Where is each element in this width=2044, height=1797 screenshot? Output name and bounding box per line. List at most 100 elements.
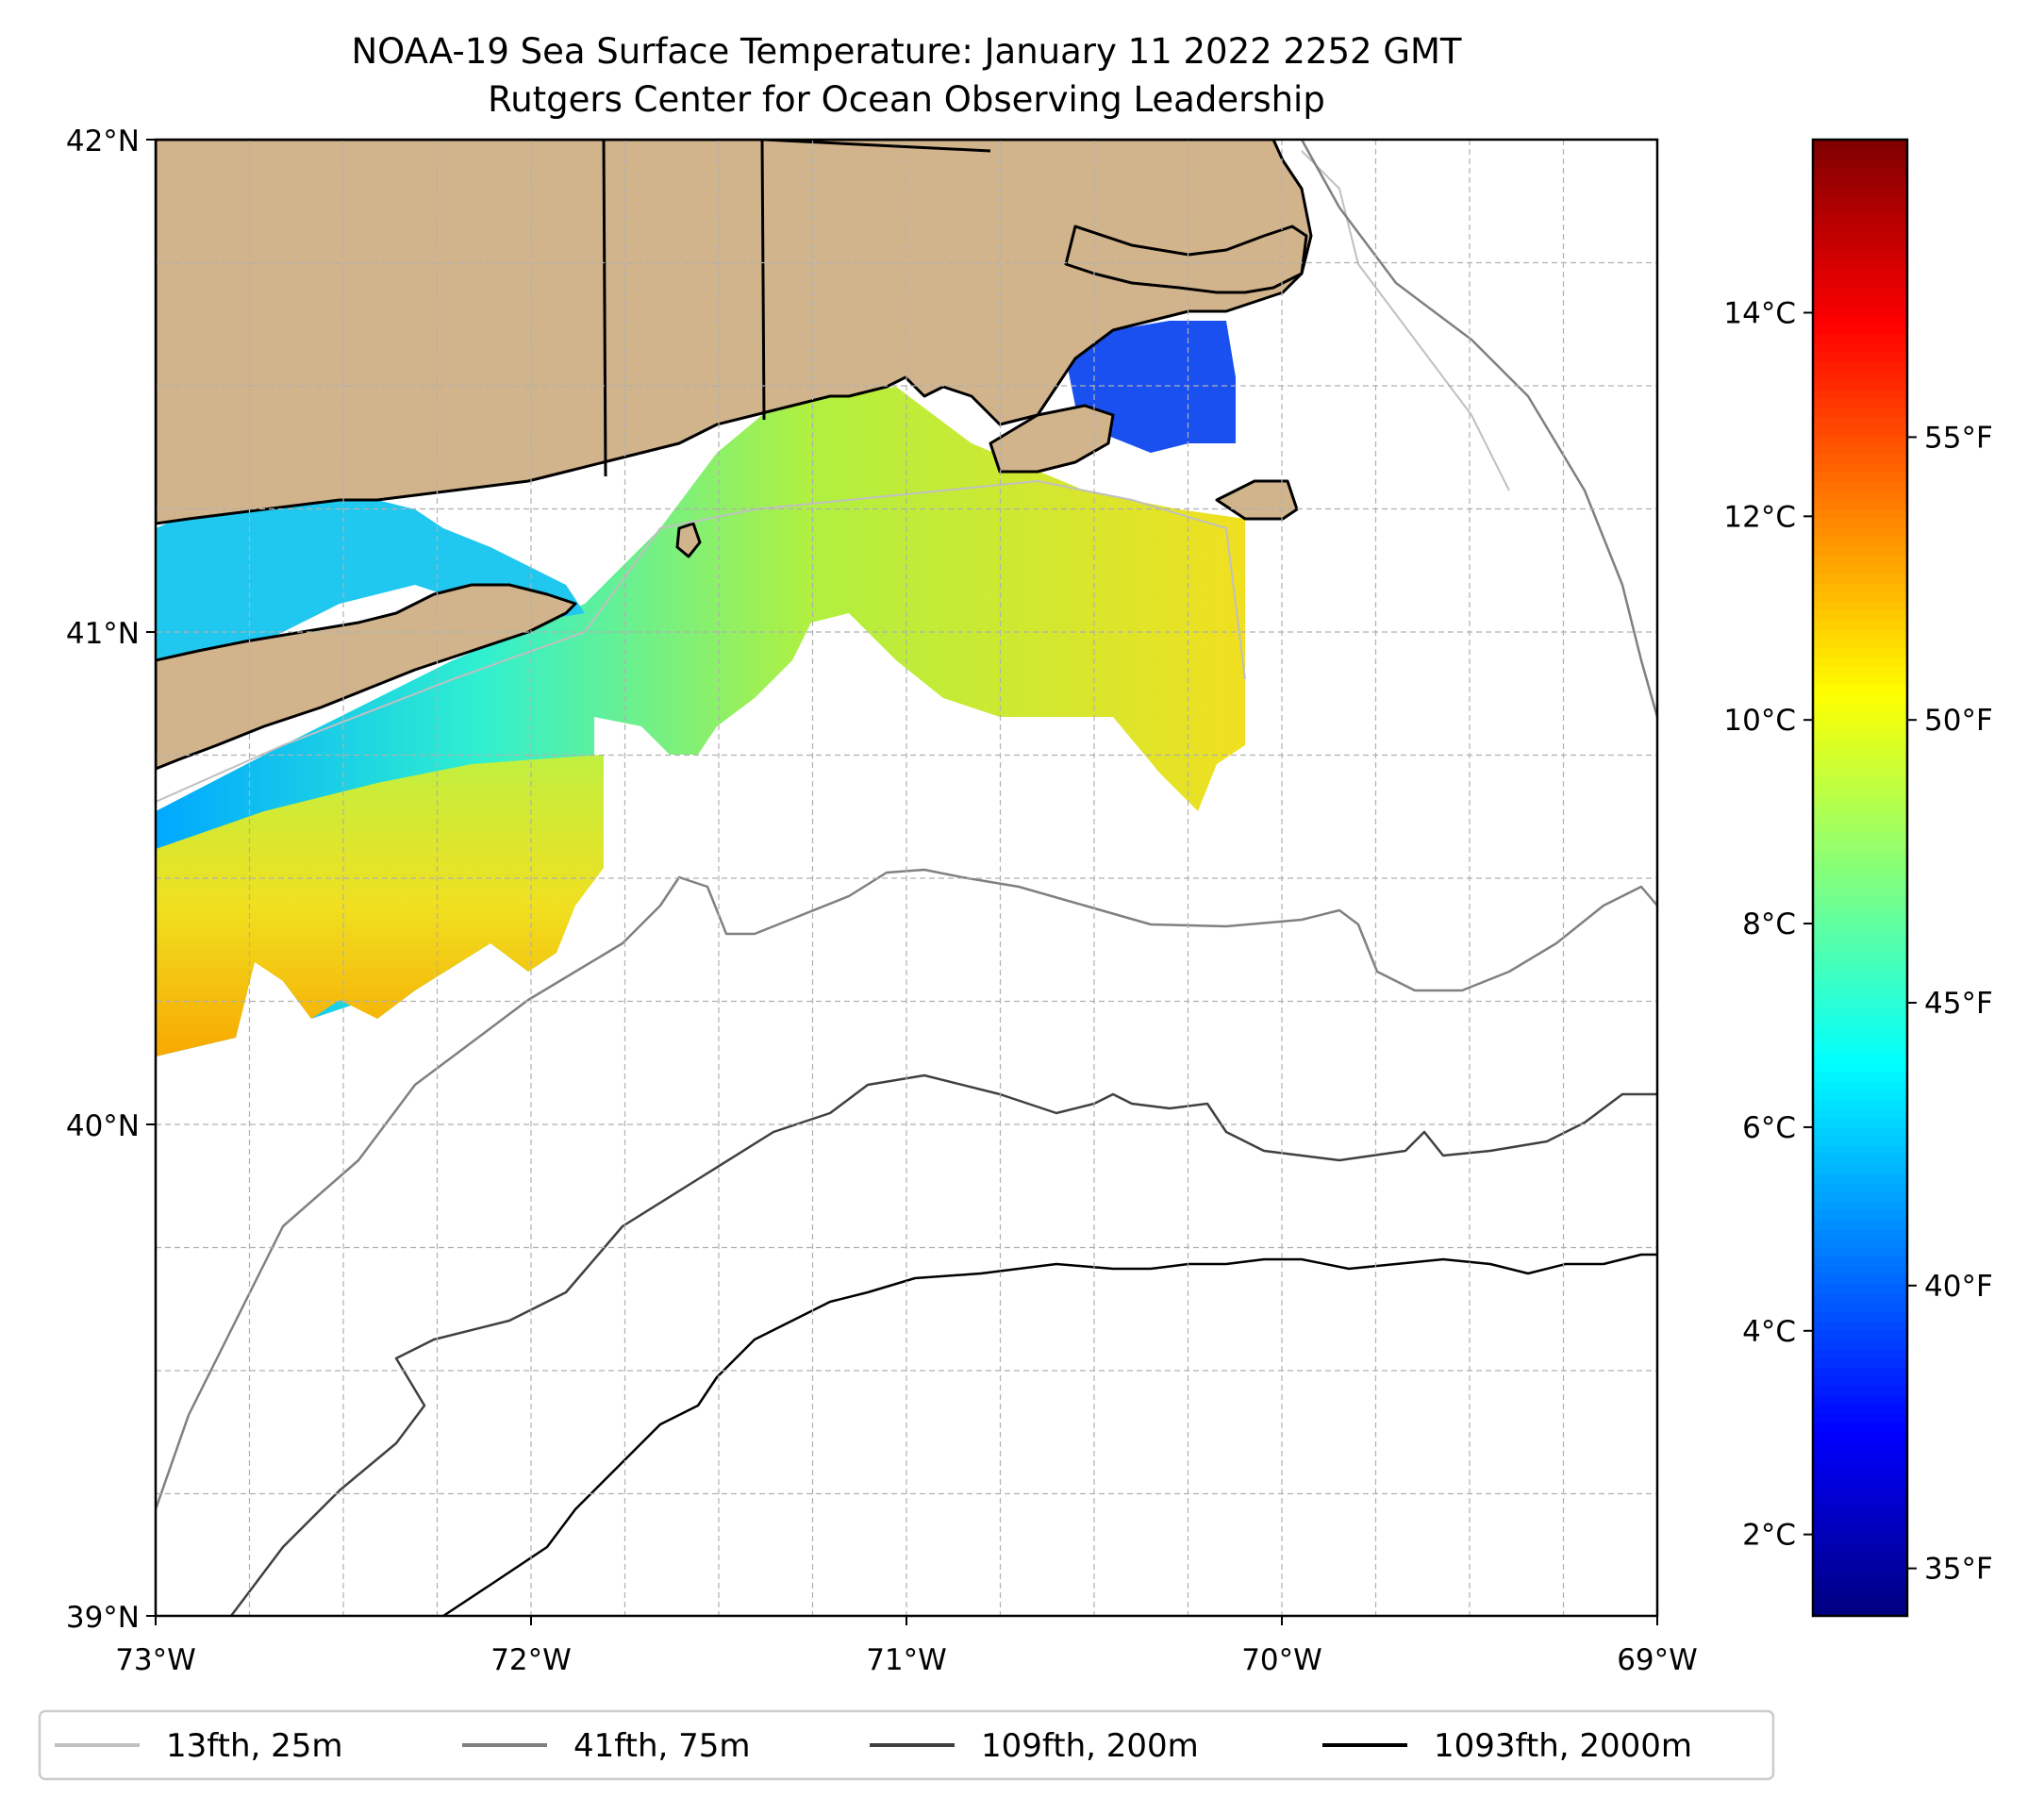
colorbar-segment (1813, 176, 1907, 187)
colorbar-segment (1813, 1256, 1907, 1267)
colorbar-segment (1813, 194, 1907, 206)
colorbar-segment (1813, 951, 1907, 962)
colorbar-segment (1813, 840, 1907, 851)
y-axis (146, 139, 156, 1617)
colorbar-segment (1813, 1126, 1907, 1138)
colorbar-segment (1813, 360, 1907, 372)
colorbar-segment (1813, 462, 1907, 473)
colorbar-segment (1813, 268, 1907, 279)
colorbar-segment (1813, 896, 1907, 907)
legend-label-25m: 13fth, 25m (166, 1727, 343, 1765)
colorbar-segment (1813, 923, 1907, 934)
colorbar-segment (1813, 1034, 1907, 1045)
colorbar-segment (1813, 638, 1907, 648)
colorbar-segment (1813, 1597, 1907, 1608)
colorbar-segment (1813, 1514, 1907, 1524)
land-long-island (156, 583, 577, 771)
land-cape-cod (1064, 225, 1308, 294)
colorbar-segment (1813, 1422, 1907, 1433)
colorbar-segment (1813, 1302, 1907, 1313)
colorbar-segment (1813, 158, 1907, 169)
colorbar-segment (1813, 342, 1907, 353)
colorbar-segment (1813, 1348, 1907, 1358)
x-tick-label: 73°W (115, 1643, 196, 1677)
colorbar-segment (1813, 1339, 1907, 1350)
colorbar-segment (1813, 508, 1907, 519)
colorbar-segment (1813, 1090, 1907, 1101)
x-axis (155, 1616, 1658, 1625)
map-area (156, 140, 1657, 1616)
colorbar-segment (1813, 480, 1907, 491)
y-tick-label: 40°N (66, 1109, 140, 1143)
colorbar-segment (1813, 1458, 1907, 1470)
colorbar-segment (1813, 970, 1907, 980)
colorbar-segment (1813, 609, 1907, 621)
colorbar-segment (1813, 914, 1907, 925)
colorbar-segment (1813, 1062, 1907, 1073)
colorbar-segment (1813, 231, 1907, 242)
colorbar-segment (1813, 1551, 1907, 1562)
colorbar-segment (1813, 646, 1907, 657)
colorbar-segment (1813, 711, 1907, 723)
colorbar-segment (1813, 1200, 1907, 1211)
colorbar-segment (1813, 831, 1907, 842)
colorbar-segment (1813, 1007, 1907, 1018)
colorbar-segment (1813, 1016, 1907, 1026)
colorbar-segment (1813, 370, 1907, 381)
contour-75m (156, 140, 1657, 1510)
colorbar-segment (1813, 858, 1907, 870)
colorbar-segment (1813, 1385, 1907, 1396)
colorbar-segment (1813, 850, 1907, 860)
state-borders (602, 140, 991, 477)
colorbar-celsius-label: 6°C (1742, 1111, 1796, 1145)
colorbar-segment (1813, 1182, 1907, 1192)
y-tick-label: 41°N (66, 617, 140, 651)
colorbar-segment (1813, 721, 1907, 731)
colorbar-fahrenheit-label: 50°F (1924, 704, 1993, 738)
colorbar-segment (1813, 333, 1907, 343)
colorbar-segment (1813, 287, 1907, 298)
colorbar-segment (1813, 1108, 1907, 1119)
colorbar-segment (1813, 1043, 1907, 1055)
land-marthas-vineyard (989, 404, 1115, 474)
colorbar-segment (1813, 351, 1907, 362)
colorbar-segment (1813, 665, 1907, 676)
colorbar-segment (1813, 148, 1907, 159)
colorbar-segment (1813, 1366, 1907, 1377)
colorbar-segment (1813, 490, 1907, 501)
colorbar-segment (1813, 1578, 1907, 1589)
colorbar-segment (1813, 1375, 1907, 1387)
colorbar-celsius-label: 12°C (1723, 500, 1796, 534)
title-line-2: Rutgers Center for Ocean Observing Leade… (488, 79, 1325, 120)
colorbar-segment (1813, 997, 1907, 1008)
colorbar-segment (1813, 988, 1907, 999)
colorbar-celsius-label: 8°C (1742, 907, 1796, 941)
colorbar-segment (1813, 1191, 1907, 1202)
colorbar-segment (1813, 868, 1907, 879)
colorbar-segment (1813, 1053, 1907, 1063)
sst-southwest-warm (156, 755, 604, 1057)
colorbar-segment (1813, 425, 1907, 436)
colorbar-segment (1813, 619, 1907, 630)
colorbar-segment (1813, 314, 1907, 325)
colorbar-segment (1813, 785, 1907, 796)
land-new-england (156, 140, 1313, 525)
y-tick-label: 39°N (66, 1601, 140, 1635)
colorbar-segment (1813, 407, 1907, 418)
colorbar-segment (1813, 1246, 1907, 1257)
x-tick-labels: 73°W 72°W 71°W 70°W 69°W (115, 1643, 1698, 1677)
contour-25m (156, 150, 1510, 803)
land-block-island (675, 522, 702, 558)
colorbar-segment (1813, 775, 1907, 787)
colorbar-segment (1813, 241, 1907, 252)
colorbar-segment (1813, 684, 1907, 694)
colorbar-segment (1813, 1588, 1907, 1599)
colorbar-segment (1813, 555, 1907, 565)
colorbar-segment (1813, 1025, 1907, 1036)
colorbar-segment (1813, 748, 1907, 759)
gridlines (156, 140, 1657, 1616)
colorbar-segment (1813, 813, 1907, 824)
colorbar-segment (1813, 692, 1907, 704)
colorbar-fahrenheit-ticks: 35°F 40°F 45°F 50°F 55°F (1907, 421, 1993, 1587)
colorbar-segment (1813, 389, 1907, 399)
